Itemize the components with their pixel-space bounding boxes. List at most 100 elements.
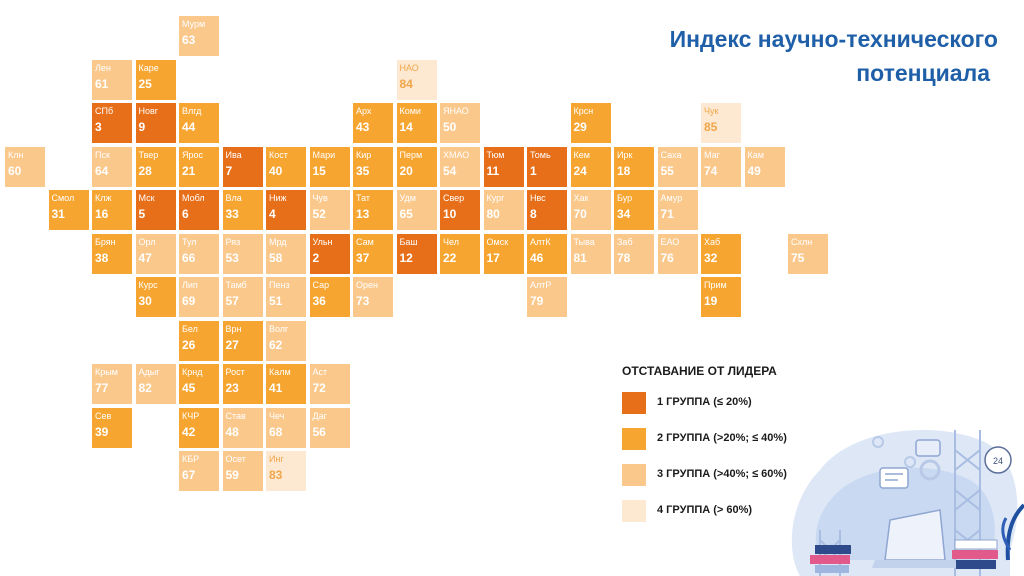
region-rank: 20 — [399, 163, 413, 178]
gear-icon — [872, 436, 941, 481]
region-tile: Мари 15 — [309, 146, 350, 187]
legend-label-group-2: 2 ГРУППА (>20%; ≤ 40%) — [657, 432, 787, 444]
region-tile: Удм 65 — [396, 190, 437, 230]
region-tile: Кост 40 — [266, 146, 306, 187]
region-abbr: ЯНАО — [443, 106, 469, 116]
region-tile: Кург 80 — [483, 190, 524, 230]
region-abbr: Тул — [182, 236, 197, 247]
region-abbr: Саха — [660, 149, 682, 160]
region-tile: Томь 1 — [527, 146, 567, 187]
region-tile: Твер 28 — [135, 146, 176, 187]
region-tile: Каре 25 — [135, 59, 176, 100]
plant-icon — [1001, 503, 1024, 561]
region-tile: АлтР 79 — [527, 277, 567, 317]
region-abbr: Сам — [356, 236, 374, 247]
region-tile: Ирк 18 — [614, 146, 654, 187]
region-abbr: Ярос — [182, 149, 204, 160]
region-abbr: Крым — [95, 367, 118, 377]
region-abbr: Брян — [95, 236, 116, 247]
region-tile: Кем 24 — [570, 146, 611, 187]
region-tile: Сам 37 — [353, 233, 393, 274]
region-rank: 8 — [530, 207, 537, 221]
region-rank: 31 — [51, 207, 65, 221]
region-tile: Крсн 29 — [570, 103, 611, 143]
region-rank: 5 — [138, 207, 146, 221]
region-tile: Маг 74 — [701, 146, 741, 187]
region-tile: Новг 9 — [135, 103, 176, 143]
region-tile: Бел 26 — [179, 320, 219, 361]
region-abbr: Коми — [399, 106, 421, 116]
region-tile: Чел 22 — [440, 233, 480, 274]
region-abbr: НАО — [399, 62, 419, 73]
region-abbr: КЧР — [182, 410, 200, 421]
region-tile: ХМАО 54 — [440, 146, 480, 187]
region-rank: 32 — [704, 250, 718, 265]
region-abbr: Мск — [138, 193, 155, 203]
region-tile: Свер 10 — [440, 190, 480, 230]
region-rank: 12 — [399, 250, 413, 265]
region-abbr: Томь — [530, 149, 551, 160]
region-rank: 19 — [704, 294, 718, 308]
region-abbr: Врн — [225, 323, 242, 334]
region-rank: 21 — [182, 163, 196, 178]
region-rank: 40 — [269, 163, 283, 178]
region-tile: Заб 78 — [614, 233, 654, 274]
region-abbr: Арх — [356, 106, 372, 116]
region-abbr: Смол — [51, 193, 75, 203]
region-rank: 7 — [225, 163, 233, 178]
region-abbr: Рост — [225, 367, 245, 377]
region-abbr: КБР — [182, 454, 200, 464]
region-abbr: Мурм — [182, 19, 206, 29]
region-abbr: Чел — [443, 236, 459, 247]
region-tile: Ульн 2 — [309, 233, 350, 274]
region-abbr: Лен — [95, 62, 111, 73]
legend-label-group-1: 1 ГРУППА (≤ 20%) — [657, 396, 752, 408]
region-rank: 71 — [660, 207, 674, 221]
region-abbr: Вла — [225, 193, 242, 203]
region-tile: Курс 30 — [135, 277, 176, 317]
region-rank: 65 — [399, 207, 413, 221]
region-rank: 79 — [530, 294, 544, 308]
region-rank: 68 — [269, 424, 283, 439]
region-tile: Чув 52 — [309, 190, 350, 230]
region-abbr: Заб — [617, 236, 633, 247]
region-abbr: Бур — [617, 193, 633, 203]
region-rank: 36 — [312, 294, 326, 308]
region-abbr: Орл — [138, 236, 156, 247]
region-rank: 56 — [312, 424, 326, 439]
decorative-illustration: 24 — [791, 430, 1024, 576]
region-rank: 81 — [573, 250, 587, 265]
region-rank: 70 — [573, 207, 587, 221]
legend-title: ОТСТАВАНИЕ ОТ ЛИДЕРА — [622, 364, 777, 378]
region-tile: Клн 60 — [5, 146, 45, 187]
region-rank: 58 — [269, 250, 283, 265]
legend-swatch-group-4 — [622, 500, 646, 522]
region-rank: 42 — [182, 424, 196, 439]
region-abbr: Курс — [138, 280, 158, 290]
region-abbr: Тат — [356, 193, 371, 203]
legend-item-group-4: 4 ГРУППА (> 60%) — [622, 500, 862, 536]
region-rank: 41 — [269, 381, 283, 395]
region-rank: 66 — [182, 250, 196, 265]
region-rank: 53 — [225, 250, 239, 265]
region-tile: Влгд 44 — [179, 103, 219, 143]
region-rank: 49 — [747, 163, 761, 178]
region-abbr: Инг — [269, 454, 284, 464]
region-tile: Мурм 63 — [179, 16, 219, 56]
region-tile: ЯНАО 50 — [440, 103, 480, 143]
legend-swatch-group-3 — [622, 464, 646, 486]
region-tile: Чук 85 — [701, 103, 741, 143]
region-rank: 84 — [399, 76, 413, 91]
region-tile: Вла 33 — [222, 190, 263, 230]
region-tile: Нвс 8 — [527, 190, 567, 230]
region-abbr: СПб — [95, 106, 114, 116]
region-abbr: Чув — [312, 193, 328, 203]
region-rank: 27 — [225, 337, 239, 352]
region-abbr: Бел — [182, 323, 198, 334]
region-tile: Ярос 21 — [179, 146, 219, 187]
region-rank: 35 — [356, 163, 370, 178]
region-abbr: Схлн — [791, 236, 813, 247]
page-title: Индекс научно-технического потенциала — [578, 22, 998, 90]
region-rank: 9 — [138, 120, 146, 134]
